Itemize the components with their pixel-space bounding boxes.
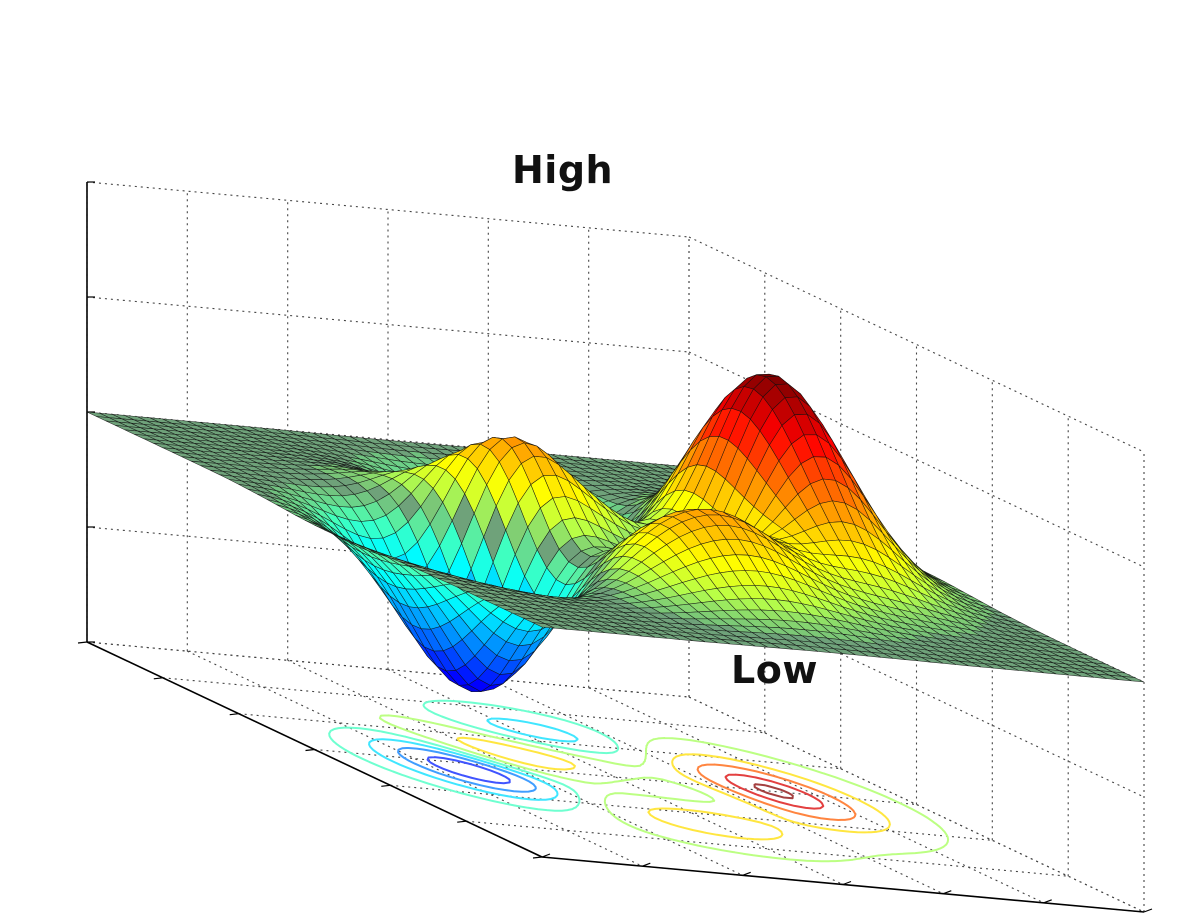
contour-line xyxy=(753,783,794,800)
y-tick xyxy=(642,862,651,867)
grid-line xyxy=(588,687,1044,904)
contour-line xyxy=(724,773,825,810)
contour-line xyxy=(397,747,537,793)
y-tick xyxy=(842,880,852,886)
x-tick xyxy=(229,713,239,716)
x-tick xyxy=(305,748,315,752)
contour-line xyxy=(456,736,891,841)
surface-patch xyxy=(532,622,555,629)
x-tick xyxy=(457,820,467,823)
surface-mesh xyxy=(86,373,1145,692)
y-tick xyxy=(742,871,751,876)
contour-line xyxy=(368,717,579,801)
floor-contours xyxy=(328,699,950,863)
annotation-low: Low xyxy=(731,648,818,692)
x-tick xyxy=(532,856,543,859)
x-tick xyxy=(77,641,88,644)
grid-line xyxy=(390,784,993,841)
y-tick xyxy=(1143,908,1153,913)
grid-line xyxy=(466,820,1069,877)
contour-line xyxy=(378,714,950,863)
grid-line xyxy=(187,650,643,867)
annotation-high: High xyxy=(512,148,614,192)
contour-line xyxy=(696,763,857,821)
grid-line xyxy=(238,713,841,770)
y-tick xyxy=(1043,899,1052,904)
y-tick xyxy=(943,890,952,895)
contour-line xyxy=(328,699,620,812)
x-tick xyxy=(153,677,163,680)
contour-line xyxy=(426,756,511,785)
x-tick xyxy=(381,784,391,787)
y-tick xyxy=(541,853,551,858)
